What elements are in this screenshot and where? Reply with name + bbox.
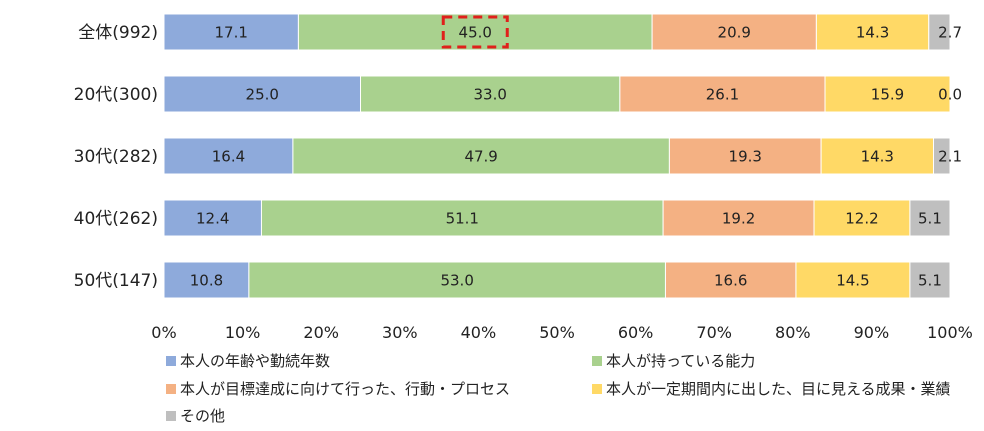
- category-label: 50代(147): [74, 271, 158, 291]
- data-label: 0.0: [938, 86, 962, 104]
- x-tick-label: 0%: [151, 323, 176, 342]
- data-label: 47.9: [464, 148, 497, 166]
- x-tick-label: 70%: [696, 323, 732, 342]
- bar-segment: [163, 137, 294, 175]
- bar-segment: [619, 75, 826, 113]
- bar-segment: [928, 13, 951, 51]
- bar-segment: [163, 261, 250, 299]
- x-tick-label: 100%: [927, 323, 973, 342]
- bar-segment: [163, 13, 299, 51]
- x-tick-label: 40%: [461, 323, 497, 342]
- category-label: 20代(300): [74, 85, 158, 105]
- data-label: 12.4: [196, 210, 229, 228]
- x-tick-label: 50%: [539, 323, 575, 342]
- x-axis: 0% 10% 20% 30% 40% 50% 60% 70% 80% 90% 100%: [151, 323, 973, 342]
- legend-label: 本人の年齢や勤続年数: [180, 352, 330, 370]
- data-label: 51.1: [446, 210, 479, 228]
- data-label: 20.9: [718, 24, 751, 42]
- bar-segment: [932, 137, 951, 175]
- legend-label: 本人が目標達成に向けて行った、行動・プロセス: [180, 380, 510, 398]
- legend-swatch: [166, 411, 176, 421]
- data-label: 15.9: [871, 86, 904, 104]
- data-label: 10.8: [190, 272, 223, 290]
- data-label: 17.1: [214, 24, 247, 42]
- data-label: 19.2: [722, 210, 755, 228]
- x-tick-label: 60%: [618, 323, 654, 342]
- data-label: 14.3: [856, 24, 889, 42]
- bar-segment: [163, 75, 361, 113]
- legend: 本人の年齢や勤続年数 本人が持っている能力本人が目標達成に向けて行った、行動・プロ…: [166, 352, 951, 425]
- x-tick-label: 90%: [854, 323, 890, 342]
- data-label: 16.4: [212, 148, 245, 166]
- legend-swatch: [166, 356, 176, 366]
- legend-label: 本人が持っている能力: [606, 352, 755, 370]
- bar-segment: [163, 199, 262, 237]
- data-label: 33.0: [473, 86, 506, 104]
- data-label: 14.3: [861, 148, 894, 166]
- data-label: 2.1: [938, 148, 962, 166]
- bar-segment: [260, 199, 664, 237]
- category-labels: 全体(992) 20代(300) 30代(282) 40代(262) 50代(147): [74, 23, 158, 291]
- legend-item: 本人が持っている能力: [592, 352, 755, 370]
- category-label: 全体(992): [78, 23, 158, 43]
- bar-segment: [668, 137, 822, 175]
- data-label: 12.2: [845, 210, 878, 228]
- x-tick-label: 10%: [225, 323, 261, 342]
- bar-segment: [651, 13, 817, 51]
- legend-label: その他: [180, 407, 225, 425]
- highlight-box: [441, 15, 509, 49]
- bar-segment: [824, 75, 951, 113]
- legend-item: その他: [166, 407, 225, 425]
- bar-segment: [292, 137, 670, 175]
- data-label: 5.1: [918, 210, 942, 228]
- legend-swatch: [592, 356, 602, 366]
- data-label: 16.6: [714, 272, 747, 290]
- data-label: 45.0: [459, 24, 492, 42]
- bar-segment: [909, 199, 951, 237]
- bars: [163, 13, 951, 299]
- legend-item: 本人の年齢や勤続年数: [166, 352, 330, 370]
- data-label: 53.0: [440, 272, 473, 290]
- bar-segment: [820, 137, 934, 175]
- category-label: 40代(262): [74, 209, 158, 229]
- bar-segment: [297, 13, 653, 51]
- category-label: 30代(282): [74, 147, 158, 167]
- data-label: 5.1: [918, 272, 942, 290]
- data-label: 25.0: [246, 86, 279, 104]
- x-tick-label: 80%: [775, 323, 811, 342]
- bar-segment: [909, 261, 951, 299]
- bar-segment: [795, 261, 911, 299]
- data-label: 2.7: [938, 24, 962, 42]
- data-label: 19.3: [729, 148, 762, 166]
- legend-label: 本人が一定期間内に出した、目に見える成果・業績: [606, 380, 951, 398]
- legend-item: 本人が一定期間内に出した、目に見える成果・業績: [592, 380, 951, 398]
- legend-swatch: [166, 384, 176, 394]
- data-label: 26.1: [706, 86, 739, 104]
- x-tick-label: 30%: [382, 323, 418, 342]
- legend-swatch: [592, 384, 602, 394]
- value-labels: 17.1 45.0 20.9 14.3 2.7 25.0 33.0 26.1 15.9 0.0 16…: [190, 15, 962, 290]
- bar-segment: [360, 75, 621, 113]
- x-tick-label: 20%: [303, 323, 339, 342]
- data-label: 14.5: [836, 272, 869, 290]
- legend-item: 本人が目標達成に向けて行った、行動・プロセス: [166, 380, 510, 398]
